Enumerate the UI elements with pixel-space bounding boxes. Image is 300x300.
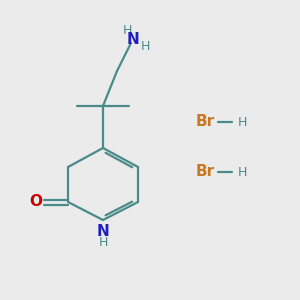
Text: H: H (98, 236, 108, 250)
Text: H: H (238, 166, 247, 178)
Text: N: N (127, 32, 140, 47)
Text: H: H (140, 40, 150, 52)
Text: H: H (238, 116, 247, 128)
Text: Br: Br (196, 164, 215, 179)
Text: N: N (97, 224, 110, 239)
Text: H: H (122, 25, 132, 38)
Text: O: O (29, 194, 43, 209)
Text: Br: Br (196, 115, 215, 130)
